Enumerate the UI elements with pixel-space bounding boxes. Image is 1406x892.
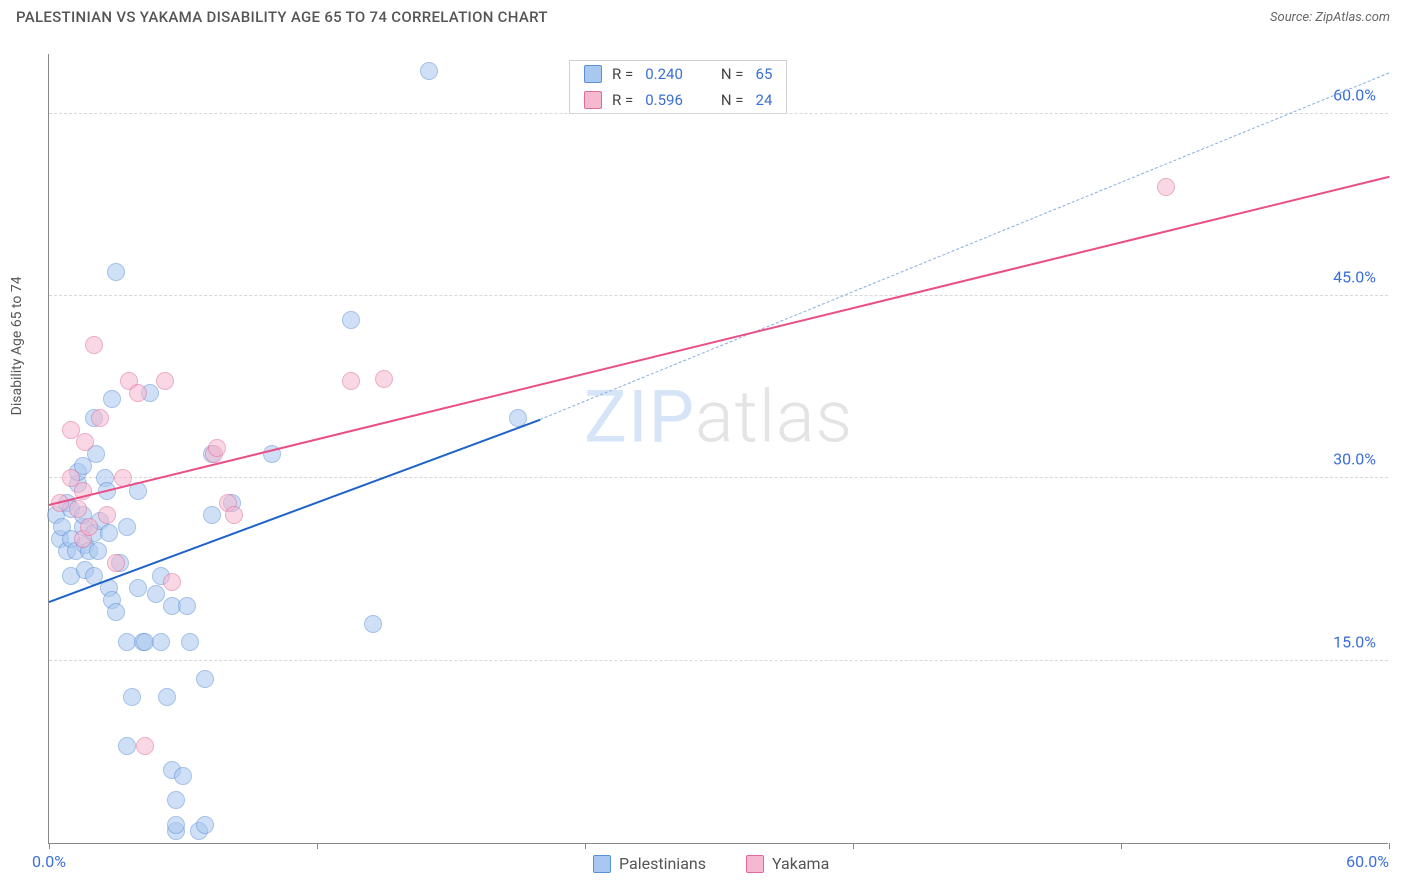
- data-point: [196, 816, 214, 834]
- data-point: [152, 633, 170, 651]
- trend-line-dashed: [540, 72, 1389, 419]
- watermark-part1: ZIP: [584, 374, 695, 459]
- legend-r-value: 0.596: [645, 91, 683, 109]
- legend-swatch: [584, 91, 602, 109]
- gridline: [49, 295, 1388, 296]
- legend-row: R = 0.240 N = 65: [570, 61, 786, 87]
- gridline: [49, 477, 1388, 478]
- data-point: [118, 518, 136, 536]
- data-point: [147, 585, 165, 603]
- legend-r-value: 0.240: [645, 65, 683, 83]
- legend-swatch: [584, 65, 602, 83]
- data-point: [129, 579, 147, 597]
- data-point: [203, 506, 221, 524]
- watermark-part2: atlas: [695, 374, 853, 459]
- data-point: [123, 688, 141, 706]
- scatter-chart: Disability Age 65 to 74 ZIPatlas R =0.24…: [48, 54, 1388, 844]
- data-point: [103, 390, 121, 408]
- data-point: [69, 500, 87, 518]
- series-legend-item: Yakama: [746, 854, 829, 873]
- y-tick-label: 15.0%: [1333, 632, 1376, 651]
- legend-swatch: [593, 855, 611, 873]
- data-point: [225, 506, 243, 524]
- chart-header: PALESTINIAN VS YAKAMA DISABILITY AGE 65 …: [0, 0, 1406, 30]
- data-point: [76, 433, 94, 451]
- data-point: [420, 62, 438, 80]
- data-point: [342, 311, 360, 329]
- data-point: [174, 767, 192, 785]
- data-point: [107, 554, 125, 572]
- data-point: [80, 518, 98, 536]
- legend-n-label: N =: [721, 65, 744, 83]
- data-point: [375, 370, 393, 388]
- x-tick: [49, 843, 50, 849]
- y-tick-label: 45.0%: [1333, 268, 1376, 287]
- x-origin-label: 0.0%: [32, 852, 66, 871]
- data-point: [89, 542, 107, 560]
- y-axis-label: Disability Age 65 to 74: [9, 276, 25, 415]
- legend-swatch: [746, 855, 764, 873]
- data-point: [163, 573, 181, 591]
- data-point: [118, 737, 136, 755]
- gridline: [49, 660, 1388, 661]
- data-point: [208, 439, 226, 457]
- series-legend-item: Palestinians: [593, 854, 706, 873]
- data-point: [181, 633, 199, 651]
- x-tick: [853, 843, 854, 849]
- legend-n-value: 24: [756, 91, 773, 109]
- watermark: ZIPatlas: [584, 374, 853, 459]
- series-legend-label: Palestinians: [619, 854, 706, 873]
- data-point: [156, 372, 174, 390]
- data-point: [158, 688, 176, 706]
- trend-line: [49, 419, 541, 603]
- data-point: [178, 597, 196, 615]
- legend-r-label: R =: [612, 65, 633, 83]
- legend-row: R = 0.596 N = 24: [570, 87, 786, 113]
- x-tick: [1121, 843, 1122, 849]
- data-point: [107, 603, 125, 621]
- data-point: [107, 263, 125, 281]
- data-point: [100, 524, 118, 542]
- data-point: [364, 615, 382, 633]
- chart-source: Source: ZipAtlas.com: [1270, 10, 1390, 25]
- series-legend-label: Yakama: [772, 854, 829, 873]
- legend-r-label: R =: [612, 91, 633, 109]
- data-point: [91, 409, 109, 427]
- data-point: [167, 791, 185, 809]
- x-tick: [1389, 843, 1390, 849]
- trend-line: [49, 176, 1390, 506]
- y-tick-label: 30.0%: [1333, 450, 1376, 469]
- data-point: [1157, 178, 1175, 196]
- x-tick: [317, 843, 318, 849]
- chart-title: PALESTINIAN VS YAKAMA DISABILITY AGE 65 …: [16, 8, 548, 26]
- x-tick: [585, 843, 586, 849]
- series-legend: Palestinians Yakama: [593, 854, 829, 873]
- gridline: [49, 113, 1388, 114]
- correlation-legend: R = 0.240 N = 65 R = 0.596 N = 24: [569, 60, 787, 114]
- data-point: [167, 816, 185, 834]
- data-point: [98, 506, 116, 524]
- data-point: [85, 336, 103, 354]
- legend-n-label: N =: [721, 91, 744, 109]
- data-point: [136, 737, 154, 755]
- x-max-label: 60.0%: [1346, 852, 1389, 871]
- legend-n-value: 65: [756, 65, 773, 83]
- data-point: [129, 384, 147, 402]
- data-point: [196, 670, 214, 688]
- data-point: [342, 372, 360, 390]
- y-tick-label: 60.0%: [1333, 85, 1376, 104]
